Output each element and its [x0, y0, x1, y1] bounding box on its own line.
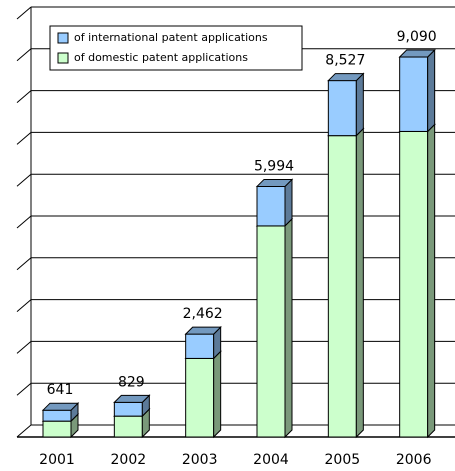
bars: 641 2001 829 2002 2,462 2003 5,994 2004 8,527 200… [39, 29, 437, 468]
bar-segment [398, 48, 436, 133]
bar-front [185, 333, 215, 359]
bar-front [113, 401, 143, 417]
bar-front [256, 225, 286, 438]
bar-top [255, 178, 294, 187]
tick-mark [16, 299, 32, 312]
bar-segment [184, 325, 222, 360]
legend-label: of domestic patent applications [74, 51, 248, 64]
x-tick-label: 2004 [253, 452, 289, 468]
tick-mark [16, 90, 32, 103]
bar-segment [327, 72, 365, 137]
bar-segment [113, 394, 151, 418]
bar-front [327, 135, 357, 438]
bar-front [42, 409, 72, 422]
tick-mark [16, 424, 32, 438]
bar-front [399, 130, 429, 438]
grid [16, 6, 455, 438]
total-label: 829 [118, 374, 145, 390]
legend-box [49, 25, 303, 71]
x-tick-label: 2006 [396, 452, 432, 468]
tick-mark [16, 132, 32, 145]
bar-side [284, 178, 293, 228]
bar-side [355, 72, 364, 137]
bar-front [42, 420, 72, 438]
bar-front [327, 80, 357, 137]
bar-front [256, 185, 286, 227]
legend-swatch [57, 52, 69, 64]
bar-segment [327, 127, 365, 439]
total-label: 641 [47, 382, 74, 398]
tick-mark [16, 6, 32, 20]
bar-front [185, 357, 215, 438]
bar-segment [41, 401, 80, 423]
bar-front [113, 415, 143, 438]
x-tick-label: 2005 [325, 452, 361, 468]
bar-side [355, 127, 364, 439]
total-label: 8,527 [325, 53, 365, 69]
bar-segment [398, 123, 436, 439]
bar-side [427, 48, 436, 133]
x-tick-label: 2003 [182, 452, 218, 468]
bar-side [427, 123, 436, 439]
tick-mark [16, 382, 32, 396]
bar-side [213, 350, 222, 439]
total-label: 5,994 [254, 158, 294, 174]
tick-mark [16, 173, 32, 187]
x-tick-label: 2001 [39, 452, 75, 468]
x-tick-label: 2002 [111, 452, 147, 468]
bar-top [113, 394, 151, 403]
total-label: 9,090 [397, 29, 437, 45]
bar-top [398, 49, 436, 58]
legend-label: of international patent applications [74, 31, 268, 44]
bar-top [184, 326, 222, 335]
tick-mark [16, 215, 32, 229]
bar-front [399, 56, 429, 132]
legend-swatch [57, 32, 69, 44]
bar-top [41, 402, 80, 411]
tick-mark [16, 48, 32, 62]
bar-side [284, 217, 293, 439]
tick-mark [16, 257, 32, 271]
bar-segment [184, 350, 222, 439]
bar-segment [255, 217, 294, 439]
bar-top [327, 73, 365, 82]
tick-mark [16, 341, 32, 354]
bar-segment [255, 178, 294, 228]
legend: of international patent applications of d… [49, 25, 303, 71]
total-label: 2,462 [183, 306, 223, 322]
